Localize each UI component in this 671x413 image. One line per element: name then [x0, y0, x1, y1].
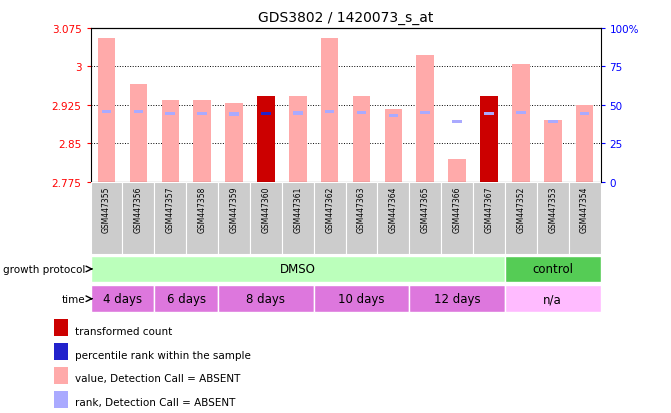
Text: percentile rank within the sample: percentile rank within the sample: [75, 350, 251, 360]
Bar: [261, 113, 270, 116]
Bar: [389, 115, 398, 118]
Bar: [516, 112, 525, 115]
Text: GSM447359: GSM447359: [229, 186, 238, 232]
Bar: [505, 182, 537, 254]
Bar: [421, 112, 430, 115]
Text: 6 days: 6 days: [166, 292, 206, 306]
Bar: [325, 111, 334, 114]
Bar: [357, 112, 366, 115]
Text: GSM447357: GSM447357: [166, 186, 174, 232]
Bar: [409, 286, 505, 312]
Text: 8 days: 8 days: [246, 292, 285, 306]
Text: control: control: [532, 263, 573, 276]
Bar: [162, 100, 179, 182]
Bar: [313, 182, 346, 254]
Text: DMSO: DMSO: [280, 263, 315, 276]
Text: GSM447360: GSM447360: [262, 186, 270, 232]
Bar: [282, 182, 313, 254]
Text: GSM447366: GSM447366: [453, 186, 462, 232]
Text: GSM447363: GSM447363: [357, 186, 366, 232]
Bar: [576, 105, 593, 182]
Bar: [102, 111, 111, 114]
Bar: [484, 113, 494, 116]
Bar: [568, 182, 601, 254]
Text: rank, Detection Call = ABSENT: rank, Detection Call = ABSENT: [75, 397, 236, 407]
Text: GSM447365: GSM447365: [421, 186, 429, 232]
Bar: [218, 286, 313, 312]
Bar: [197, 113, 207, 116]
Text: value, Detection Call = ABSENT: value, Detection Call = ABSENT: [75, 373, 240, 383]
Bar: [123, 182, 154, 254]
Bar: [384, 109, 402, 182]
Bar: [134, 111, 143, 114]
Bar: [346, 182, 377, 254]
Bar: [98, 39, 115, 182]
Bar: [130, 85, 147, 182]
Bar: [166, 113, 175, 116]
Bar: [448, 159, 466, 182]
Text: GSM447355: GSM447355: [102, 186, 111, 232]
Bar: [544, 121, 562, 182]
Text: transformed count: transformed count: [75, 326, 172, 336]
Bar: [91, 256, 505, 282]
Bar: [417, 56, 434, 182]
Text: GSM447353: GSM447353: [548, 186, 557, 232]
Bar: [409, 182, 442, 254]
Text: 10 days: 10 days: [338, 292, 384, 306]
Bar: [250, 182, 282, 254]
Bar: [313, 286, 409, 312]
Bar: [377, 182, 409, 254]
Bar: [154, 182, 186, 254]
Bar: [505, 286, 601, 312]
Bar: [537, 182, 568, 254]
Text: GSM447354: GSM447354: [580, 186, 589, 232]
Text: GSM447362: GSM447362: [325, 186, 334, 232]
Text: GSM447361: GSM447361: [293, 186, 302, 232]
Bar: [353, 97, 370, 182]
Text: 12 days: 12 days: [434, 292, 480, 306]
Bar: [548, 121, 558, 124]
Bar: [186, 182, 218, 254]
Bar: [321, 39, 338, 182]
Bar: [91, 286, 154, 312]
Text: n/a: n/a: [544, 292, 562, 306]
Text: 4 days: 4 days: [103, 292, 142, 306]
Text: GSM447364: GSM447364: [389, 186, 398, 232]
Bar: [257, 97, 274, 182]
Text: GSM447352: GSM447352: [517, 186, 525, 232]
Bar: [505, 256, 601, 282]
Bar: [512, 65, 529, 182]
Bar: [473, 182, 505, 254]
Text: GSM447356: GSM447356: [134, 186, 143, 232]
Bar: [218, 182, 250, 254]
Bar: [54, 320, 68, 337]
Bar: [54, 367, 68, 384]
Text: time: time: [62, 294, 85, 304]
Text: growth protocol: growth protocol: [3, 264, 85, 274]
Bar: [480, 97, 498, 182]
Bar: [54, 391, 68, 408]
Bar: [54, 343, 68, 361]
Text: GSM447367: GSM447367: [484, 186, 493, 232]
Bar: [442, 182, 473, 254]
Bar: [91, 182, 123, 254]
Bar: [193, 100, 211, 182]
Text: GSM447358: GSM447358: [198, 186, 207, 232]
Bar: [293, 112, 303, 115]
Bar: [580, 113, 589, 116]
Bar: [452, 121, 462, 124]
Bar: [225, 104, 243, 182]
Bar: [229, 113, 239, 116]
Title: GDS3802 / 1420073_s_at: GDS3802 / 1420073_s_at: [258, 11, 433, 25]
Bar: [289, 97, 307, 182]
Bar: [154, 286, 218, 312]
